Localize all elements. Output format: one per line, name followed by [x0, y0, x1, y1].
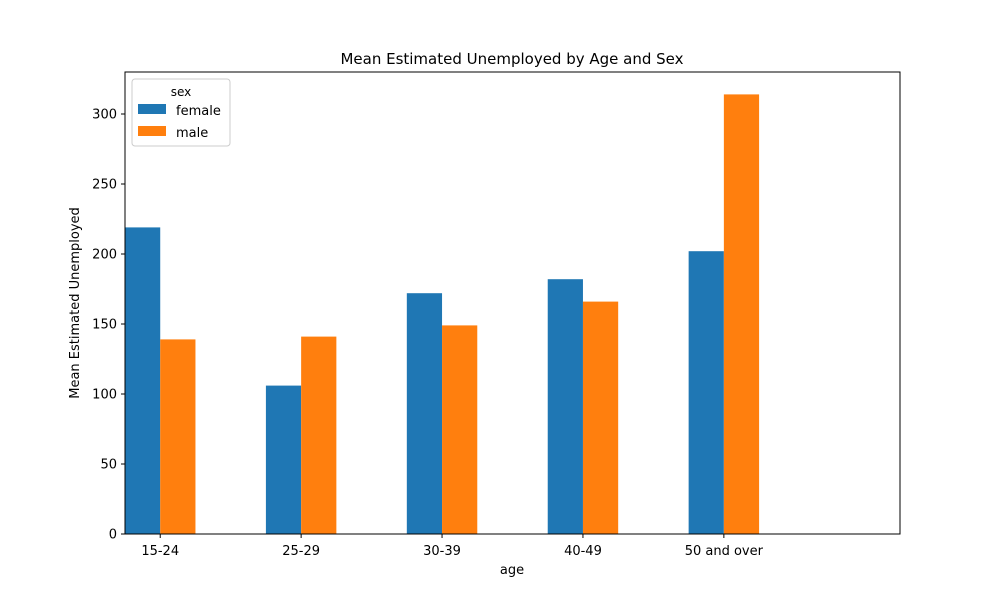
x-axis-label: age	[500, 563, 524, 578]
y-axis-label: Mean Estimated Unemployed	[68, 207, 83, 399]
bar-female-40-49	[547, 279, 583, 534]
y-tick-label: 100	[92, 388, 117, 403]
y-tick-label: 200	[92, 248, 117, 263]
legend-swatch-female	[138, 104, 166, 114]
x-tick-label: 25-29	[282, 544, 320, 559]
bar-male-50-and-over	[723, 94, 760, 535]
bar-female-50-and-over	[688, 251, 724, 534]
bar-male-25-29	[301, 336, 337, 534]
x-tick-label: 50 and over	[685, 544, 764, 559]
x-tick-label: 15-24	[141, 544, 179, 559]
legend-swatch-male	[138, 126, 166, 136]
bar-male-15-24	[160, 339, 196, 534]
bar-female-30-39	[406, 293, 443, 534]
legend-label-male: male	[176, 126, 208, 141]
y-tick-label: 300	[92, 108, 117, 123]
chart-title: Mean Estimated Unemployed by Age and Sex	[340, 50, 683, 68]
y-tick-label: 250	[92, 178, 117, 193]
y-tick-label: 150	[92, 318, 117, 333]
x-tick-label: 30-39	[423, 544, 461, 559]
y-tick-label: 50	[100, 458, 117, 473]
legend: sex female male	[131, 78, 231, 147]
y-tick-label: 0	[109, 528, 117, 543]
plot-frame	[124, 71, 901, 535]
x-axis: 15-24 25-29 30-39 40-49 50 and over	[141, 534, 764, 559]
bars-layer	[125, 94, 760, 535]
legend-title: sex	[171, 85, 192, 99]
bar-female-15-24	[125, 227, 161, 534]
bar-male-30-39	[442, 325, 478, 534]
bar-female-25-29	[265, 385, 302, 534]
y-axis: 0 50 100 150 200 250 300	[92, 108, 125, 543]
legend-label-female: female	[176, 104, 221, 119]
bar-male-40-49	[582, 301, 619, 534]
x-tick-label: 40-49	[564, 544, 602, 559]
